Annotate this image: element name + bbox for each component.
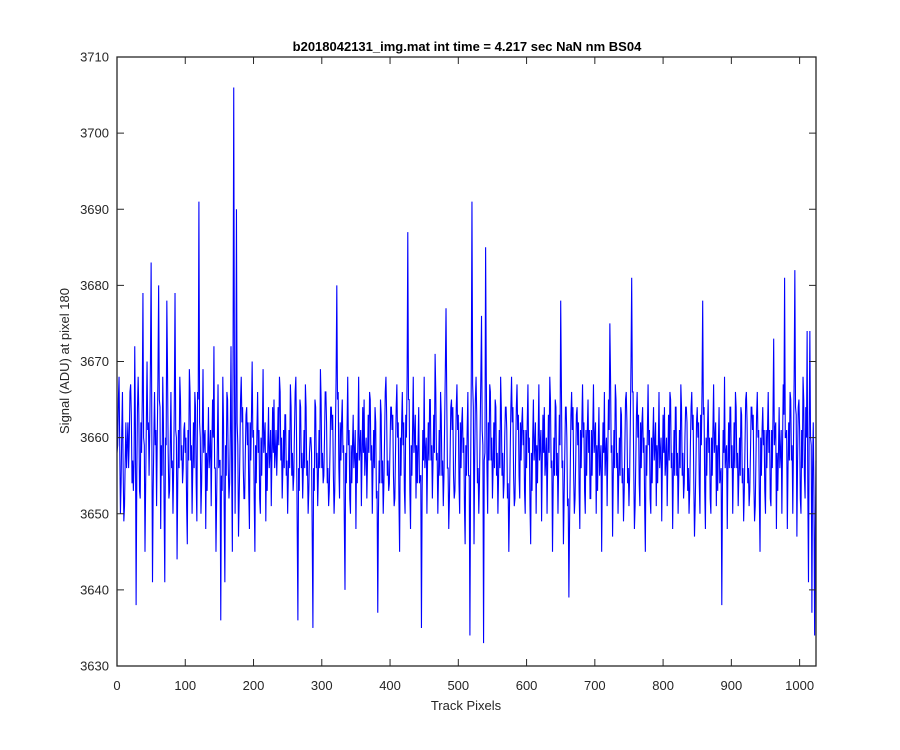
y-tick-label: 3660 bbox=[80, 430, 109, 445]
x-tick-label: 1000 bbox=[785, 678, 814, 693]
x-tick-label: 300 bbox=[311, 678, 333, 693]
x-tick-label: 600 bbox=[516, 678, 538, 693]
x-tick-label: 0 bbox=[113, 678, 120, 693]
y-tick-label: 3700 bbox=[80, 126, 109, 141]
x-tick-label: 500 bbox=[447, 678, 469, 693]
axes-frame bbox=[116, 56, 817, 667]
y-tick-label: 3680 bbox=[80, 278, 109, 293]
x-tick-label: 200 bbox=[243, 678, 265, 693]
y-tick-label: 3690 bbox=[80, 202, 109, 217]
x-axis-ticks: 0 100 200 300 400 500 600 700 800 900 1000 bbox=[113, 57, 814, 693]
x-axis-label: Track Pixels bbox=[431, 698, 502, 713]
y-tick-label: 3640 bbox=[80, 582, 109, 597]
y-axis-label: Signal (ADU) at pixel 180 bbox=[57, 288, 72, 434]
x-tick-label: 800 bbox=[652, 678, 674, 693]
x-tick-label: 700 bbox=[584, 678, 606, 693]
plot-content bbox=[116, 87, 817, 644]
x-tick-label: 400 bbox=[379, 678, 401, 693]
signal-series-line bbox=[116, 87, 817, 644]
y-tick-label: 3710 bbox=[80, 50, 109, 65]
y-tick-label: 3630 bbox=[80, 659, 109, 674]
y-tick-label: 3650 bbox=[80, 506, 109, 521]
plot-area bbox=[117, 57, 816, 666]
x-tick-label: 100 bbox=[174, 678, 196, 693]
chart-title: b2018042131_img.mat int time = 4.217 sec… bbox=[293, 39, 642, 54]
y-tick-label: 3670 bbox=[80, 354, 109, 369]
y-axis-ticks: 3630 3640 3650 3660 3670 3680 3690 3700 3710 bbox=[80, 50, 816, 674]
x-tick-label: 900 bbox=[721, 678, 743, 693]
